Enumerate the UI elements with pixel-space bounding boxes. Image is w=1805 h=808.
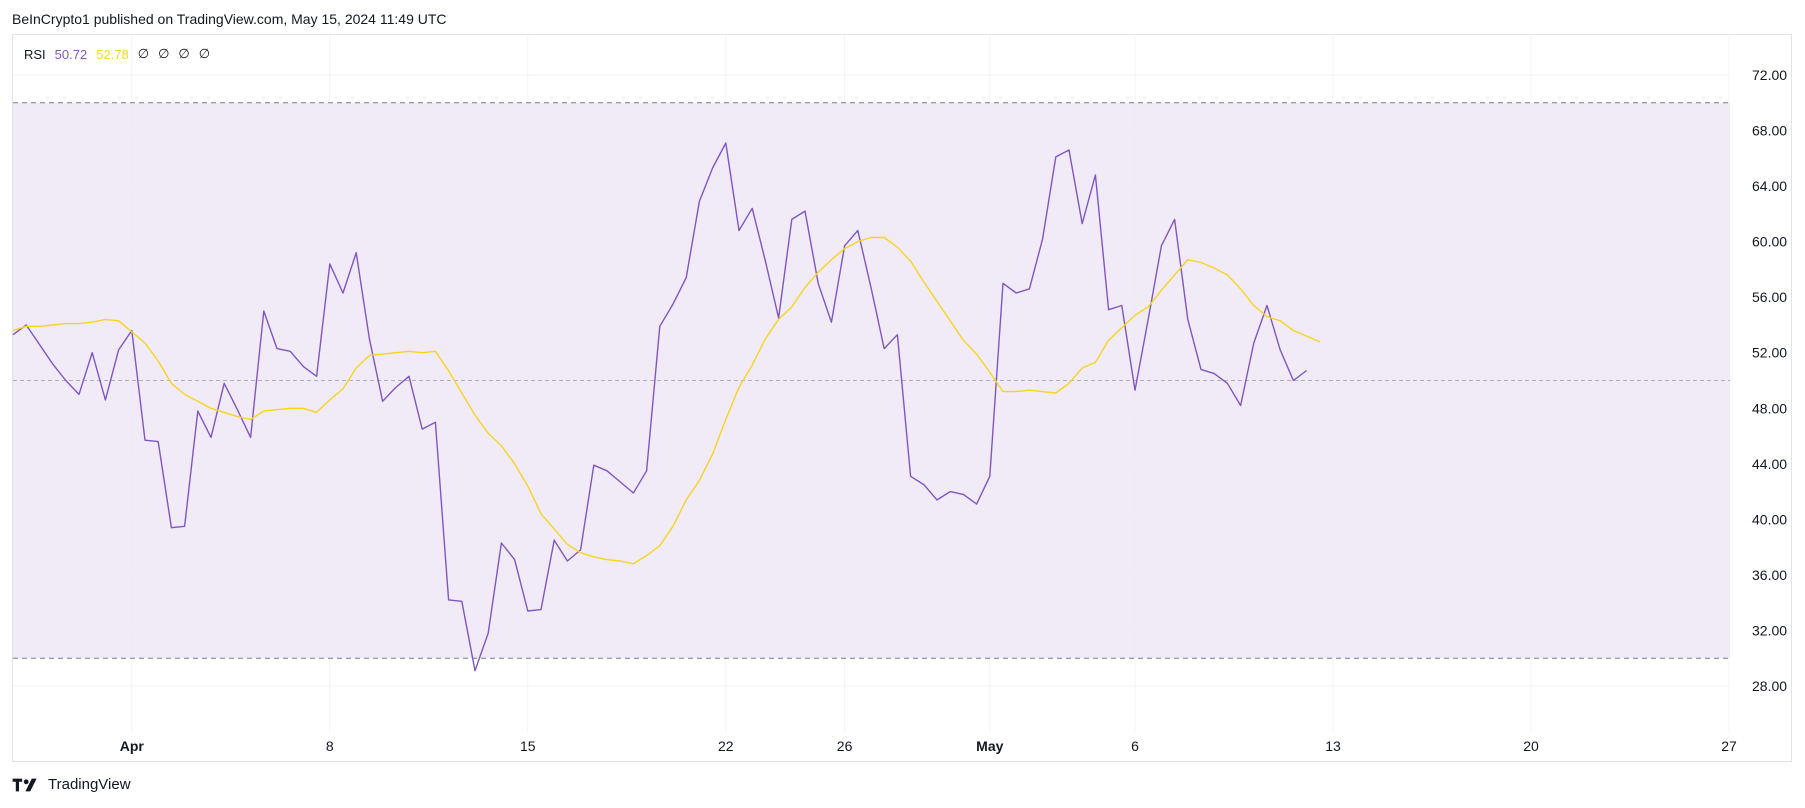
tradingview-wordmark: TradingView — [48, 776, 131, 793]
indicator-legend[interactable]: RSI 50.72 52.78 ∅ ∅ ∅ ∅ — [24, 46, 210, 62]
x-tick-label: 26 — [837, 738, 853, 754]
x-tick-label: 20 — [1523, 738, 1539, 754]
tradingview-brand[interactable]: TradingView — [12, 776, 131, 793]
x-tick-label: 8 — [326, 738, 334, 754]
indicator-name[interactable]: RSI — [24, 46, 46, 62]
publish-attribution: BeInCrypto1 published on TradingView.com… — [12, 11, 447, 27]
y-tick-label: 32.00 — [1752, 622, 1787, 638]
tradingview-logo-icon — [12, 778, 37, 791]
rsi-value: 50.72 — [54, 46, 88, 62]
y-tick-label: 52.00 — [1752, 345, 1787, 361]
x-tick-label: 22 — [718, 738, 734, 754]
x-tick-label: 13 — [1325, 738, 1341, 754]
y-tick-label: 56.00 — [1752, 289, 1787, 305]
rsi-ma-value: 52.78 — [96, 46, 129, 62]
x-tick-label: Apr — [120, 738, 145, 754]
empty-value-4: ∅ — [198, 46, 211, 61]
y-tick-label: 36.00 — [1752, 567, 1787, 583]
series-layer — [12, 142, 1321, 672]
x-tick-label: 27 — [1721, 738, 1737, 754]
chart-pane[interactable] — [12, 34, 1792, 762]
rsi-ma-line — [12, 236, 1321, 565]
y-tick-label: 40.00 — [1752, 511, 1787, 527]
empty-value-3: ∅ — [178, 46, 190, 61]
y-tick-label: 28.00 — [1752, 678, 1787, 694]
y-axis: 28.00 32.00 36.00 40.00 44.00 48.00 52.00 56.00… — [1752, 67, 1787, 694]
empty-value-1: ∅ — [137, 46, 150, 61]
empty-value-2: ∅ — [158, 46, 170, 61]
y-tick-label: 60.00 — [1752, 234, 1787, 250]
y-tick-label: 48.00 — [1752, 400, 1787, 416]
x-tick-label: 6 — [1131, 738, 1139, 754]
y-tick-label: 44.00 — [1752, 456, 1787, 472]
y-tick-label: 68.00 — [1752, 123, 1787, 139]
rsi-line — [12, 142, 1308, 672]
x-tick-label: 15 — [520, 738, 536, 754]
y-tick-label: 72.00 — [1752, 67, 1787, 83]
y-tick-label: 64.00 — [1752, 178, 1787, 194]
x-tick-label: May — [976, 738, 1003, 754]
x-axis: Apr 8 15 22 26 May 6 13 20 27 — [120, 738, 1737, 754]
